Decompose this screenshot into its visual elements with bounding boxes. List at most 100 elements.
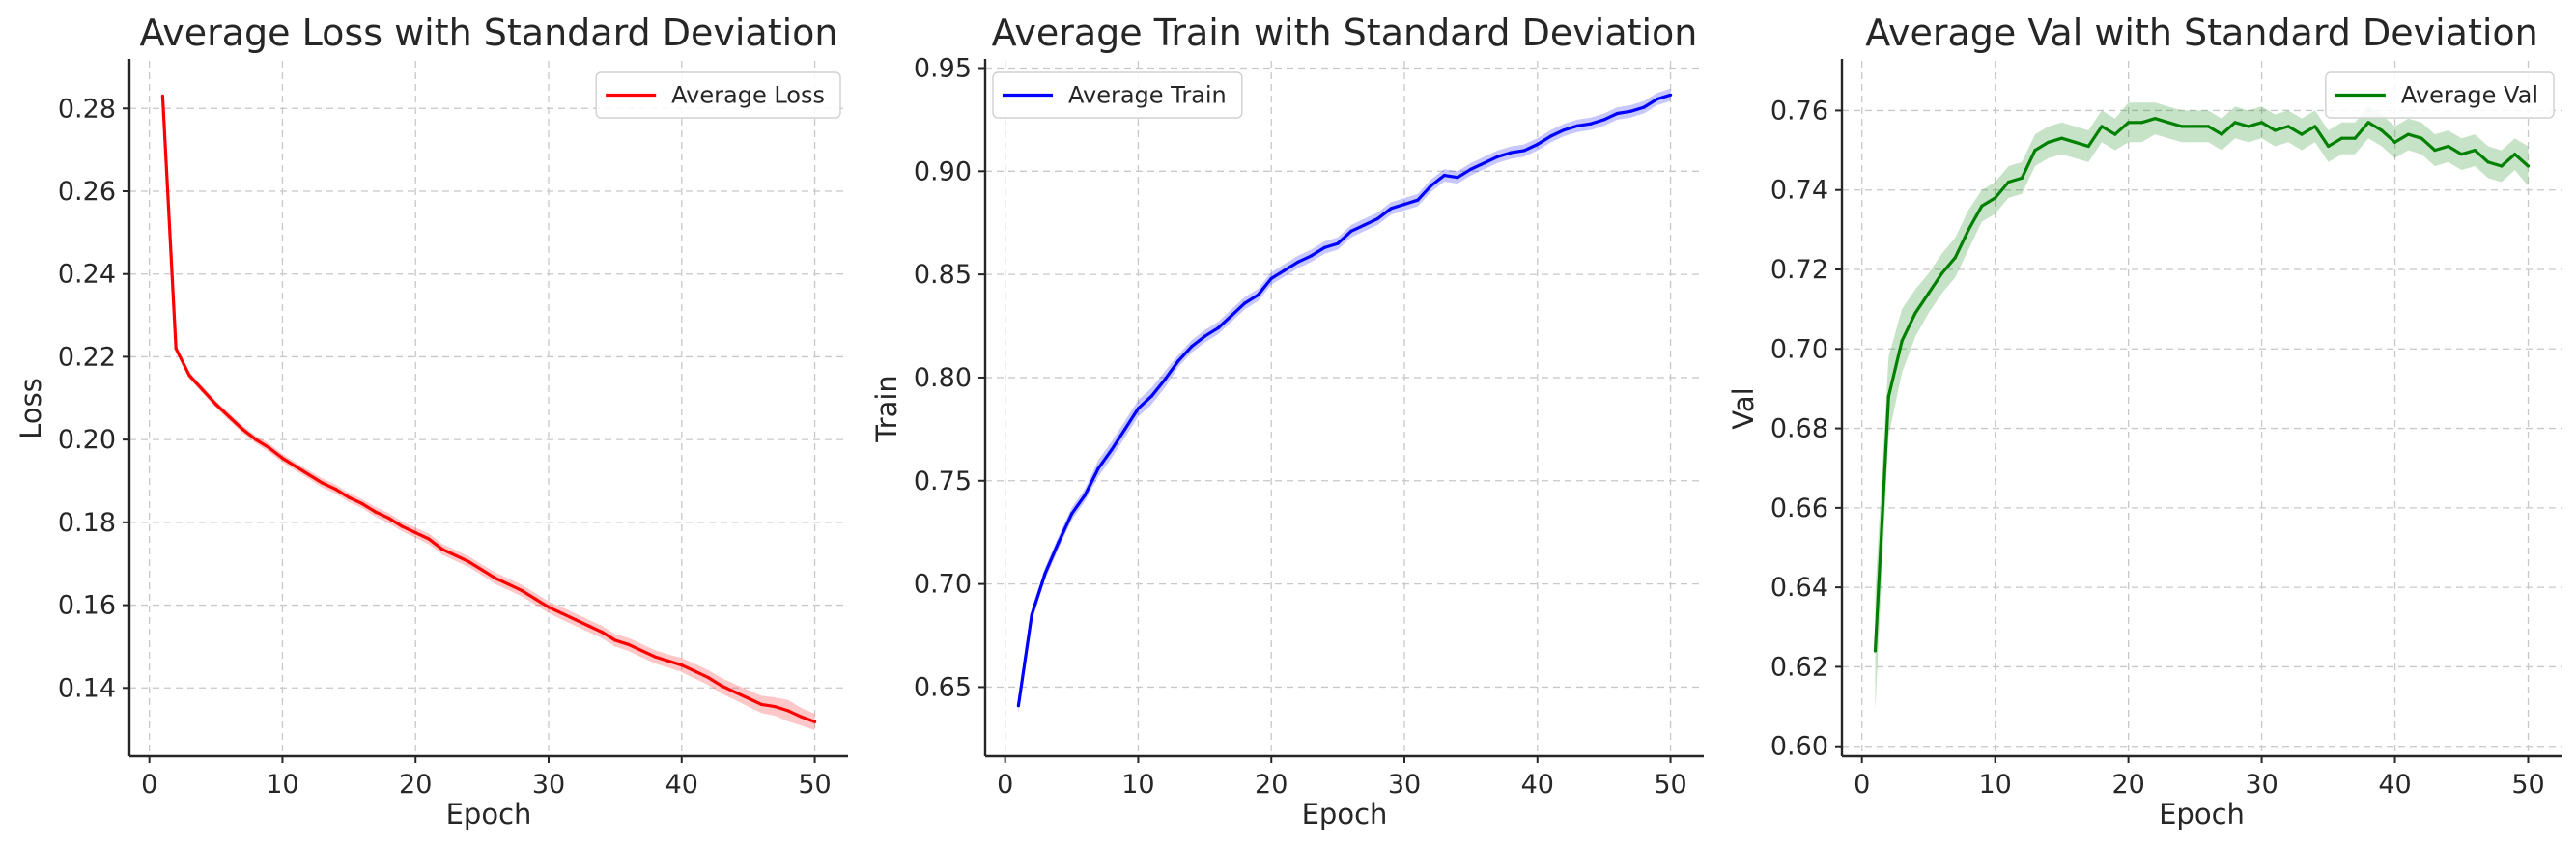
chart-val-point-17 — [2086, 144, 2090, 149]
chart-train-point-21 — [1283, 268, 1287, 272]
chart-loss-point-37 — [639, 649, 644, 653]
chart-loss-y-tick-label: 0.18 — [58, 508, 116, 538]
chart-loss-point-34 — [600, 630, 604, 635]
chart-val-std-band — [1875, 102, 2529, 711]
chart-loss-point-47 — [773, 705, 777, 709]
chart-train-point-32 — [1430, 184, 1433, 187]
chart-val-y-axis-label: Val — [1727, 387, 1760, 429]
chart-loss-title: Average Loss with Standard Deviation — [140, 12, 838, 54]
chart-train-point-20 — [1269, 276, 1273, 280]
chart-loss-x-tick-label: 30 — [532, 770, 565, 800]
chart-val-series-line — [1873, 117, 2530, 652]
chart-train-y-tick-label: 0.90 — [914, 156, 972, 186]
chart-val-x-tick-label: 50 — [2511, 770, 2544, 800]
chart-val-point-2 — [1886, 395, 1890, 399]
chart-loss-legend: Average Loss — [595, 71, 841, 119]
chart-loss-point-20 — [413, 531, 417, 535]
chart-train-point-50 — [1669, 93, 1673, 97]
chart-train-point-14 — [1190, 345, 1194, 349]
chart-loss-point-3 — [187, 374, 191, 378]
chart-train-x-tick-label: 0 — [997, 770, 1013, 800]
chart-val-x-tick-label: 10 — [1978, 770, 2011, 800]
chart-val-point-25 — [2194, 125, 2197, 128]
chart-train-grid — [985, 61, 1704, 756]
chart-val-y-tick-label: 0.72 — [1770, 255, 1828, 285]
chart-loss-point-13 — [321, 481, 325, 485]
chart-train-point-31 — [1416, 198, 1420, 202]
chart-loss-point-24 — [467, 560, 470, 564]
chart-val-legend: Average Val — [2325, 71, 2555, 119]
chart-val-axes — [1840, 59, 2562, 758]
chart-val-point-5 — [1927, 292, 1931, 296]
chart-loss-point-32 — [574, 618, 578, 622]
chart-val-point-30 — [2260, 121, 2264, 125]
chart-val-line-group — [1873, 117, 2531, 653]
chart-loss-line-group — [160, 94, 817, 724]
chart-train-legend-label: Average Train — [1068, 82, 1227, 109]
chart-train-legend-box — [992, 71, 1243, 119]
chart-loss-x-tick-label: 40 — [665, 770, 698, 800]
chart-val-legend-label: Average Val — [2401, 82, 2538, 109]
chart-train-point-2 — [1030, 613, 1033, 617]
chart-train-point-47 — [1628, 109, 1632, 113]
chart-loss-point-22 — [440, 548, 444, 551]
chart-loss-y-tick-label: 0.22 — [58, 342, 116, 372]
chart-loss-point-6 — [227, 415, 231, 419]
chart-val-point-22 — [2153, 117, 2157, 121]
chart-train-point-9 — [1123, 427, 1127, 431]
chart-val-point-50 — [2526, 164, 2531, 168]
chart-val-std-band-group — [1875, 102, 2529, 711]
chart-val-y-tick-label: 0.66 — [1770, 494, 1828, 523]
chart-loss-point-28 — [520, 589, 524, 593]
chart-loss-y-tick-label: 0.20 — [58, 425, 116, 455]
chart-loss-point-5 — [214, 403, 218, 407]
chart-val-point-49 — [2513, 153, 2517, 156]
chart-val-point-3 — [1900, 339, 1904, 343]
chart-val-point-21 — [2139, 121, 2143, 125]
chart-val-point-9 — [1980, 204, 1984, 208]
chart-loss-point-18 — [387, 517, 391, 521]
chart-loss-point-26 — [494, 577, 497, 580]
chart-loss-point-33 — [586, 624, 590, 628]
chart-val-point-34 — [2313, 125, 2317, 128]
chart-val-point-37 — [2353, 136, 2357, 140]
chart-train-x-tick-label: 50 — [1654, 770, 1686, 800]
chart-train-series-line — [1016, 93, 1672, 706]
chart-train: 0 10 20 30 40 50 0.65 0.70 0.75 0.80 0.85 0.90 0.95… — [870, 12, 1704, 831]
chart-val-legend-box — [2325, 71, 2555, 119]
chart-loss-x-ticks: 0 10 20 30 40 50 — [141, 756, 832, 800]
chart-train-point-43 — [1575, 124, 1579, 127]
chart-loss-point-48 — [786, 709, 790, 713]
chart-val-point-43 — [2433, 149, 2437, 153]
chart-loss-y-tick-label: 0.28 — [58, 94, 116, 124]
chart-val-point-16 — [2073, 140, 2077, 144]
chart-train-point-24 — [1322, 245, 1326, 249]
chart-val: 0 10 20 30 40 50 0.60 0.62 0.64 0.66 0.68 0.70 0.72… — [1727, 12, 2562, 831]
chart-train-std-band — [1018, 88, 1671, 715]
chart-train-point-12 — [1163, 378, 1167, 381]
chart-train-point-7 — [1096, 466, 1100, 470]
chart-train-point-5 — [1070, 512, 1074, 516]
chart-loss-point-10 — [280, 456, 284, 460]
chart-train-point-1 — [1016, 704, 1020, 708]
chart-val-point-44 — [2447, 144, 2450, 149]
chart-val-point-42 — [2420, 136, 2423, 140]
chart-train-point-41 — [1549, 134, 1553, 138]
chart-val-grid — [1842, 61, 2562, 756]
chart-loss-point-1 — [160, 94, 164, 98]
chart-val-point-29 — [2247, 125, 2250, 128]
chart-train-legend: Average Train — [992, 71, 1243, 119]
chart-val-point-38 — [2366, 121, 2370, 125]
chart-val-point-23 — [2166, 121, 2170, 125]
chart-train-point-34 — [1456, 176, 1459, 180]
chart-loss-std-band — [162, 94, 815, 731]
chart-val-point-45 — [2459, 153, 2464, 156]
chart-train-point-3 — [1043, 572, 1047, 576]
chart-loss-point-50 — [813, 720, 817, 724]
chart-train-point-49 — [1656, 97, 1659, 101]
chart-loss-point-2 — [174, 347, 178, 351]
chart-train-point-17 — [1230, 314, 1233, 318]
chart-loss-point-19 — [400, 524, 404, 528]
chart-loss-x-tick-label: 0 — [141, 770, 157, 800]
chart-loss-y-tick-label: 0.14 — [58, 673, 116, 703]
